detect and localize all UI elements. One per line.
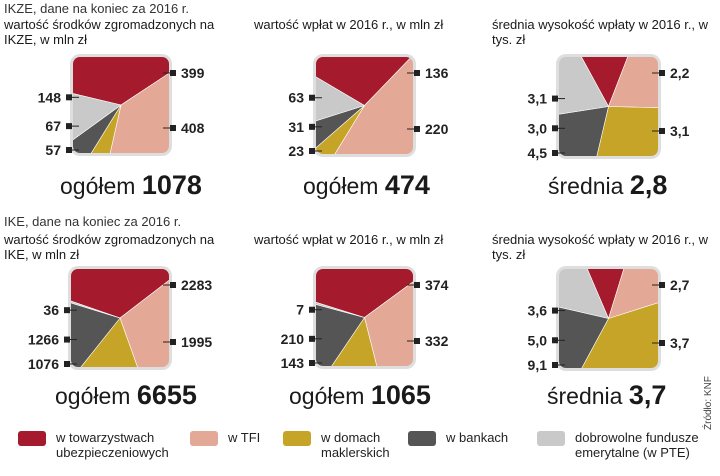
data-label: 374 [425, 277, 449, 293]
pie-slice [316, 292, 365, 366]
legend-item-towarzystwa: w towarzystwach ubezpieczeniowych [18, 430, 169, 460]
pie-slice [71, 285, 121, 319]
data-label: 136 [425, 65, 449, 81]
data-label: 5,0 [528, 332, 548, 348]
data-label: 399 [181, 65, 205, 81]
pie-slice [585, 106, 658, 156]
data-label: 67 [45, 118, 61, 134]
legend-swatch [190, 431, 218, 446]
pie-slice [316, 288, 365, 318]
data-label: 57 [45, 142, 61, 158]
chart-6-title: średnia wysokość wpłaty w 2016 r., w tys… [492, 232, 709, 262]
pie-slice [316, 316, 389, 366]
pie-chart-6: 2,7 3,7 9,1 5,0 3,6 [528, 266, 690, 373]
pie-slice [559, 295, 609, 368]
legend-swatch [408, 431, 436, 446]
pie-slice [561, 288, 658, 368]
pie-slice [73, 82, 122, 153]
data-label: 2283 [181, 277, 212, 293]
pie-slice [364, 269, 413, 366]
legend-item-maklerskie: w domach maklerskich [283, 430, 390, 460]
data-label: 3,6 [528, 303, 548, 319]
data-label: 210 [281, 331, 305, 347]
data-label: 332 [425, 333, 449, 349]
data-label: 3,1 [670, 123, 690, 139]
data-label: 408 [181, 120, 205, 136]
pie-slice [316, 105, 365, 154]
pie-slice [559, 269, 610, 319]
pie-chart-2: 136 220 23 31 63 [288, 54, 449, 159]
legend-swatch [18, 431, 46, 446]
pie-slice [73, 104, 122, 153]
legend-label: w towarzystwach ubezpieczeniowych [56, 430, 169, 460]
chart-1-total: ogółem 1078 [60, 170, 202, 200]
data-label: 4,5 [528, 145, 548, 161]
pie-chart-4: 2283 1995 1076 1266 36 [28, 266, 212, 372]
data-label: 23 [288, 143, 304, 159]
data-label: 63 [288, 90, 304, 106]
legend-label: w bankach [446, 430, 509, 445]
data-label: 143 [281, 355, 305, 371]
chart-1-title: wartość środków zgromadzonych na IKZE, w… [4, 17, 215, 47]
pie-slice [71, 269, 169, 319]
legend-swatch [537, 431, 565, 446]
data-label: 1266 [28, 332, 59, 348]
legend-item-tfi: w TFI [190, 430, 260, 446]
source-note: Źródło: KNF [703, 376, 714, 430]
data-label: 1995 [181, 334, 212, 350]
data-label: 3,0 [528, 120, 548, 136]
section-ikze-label: IKZE, dane na koniec za 2016 r. [4, 1, 190, 16]
legend-label: dobrowolne fundusze emerytalne (w PTE) [575, 430, 699, 460]
pie-slice [73, 104, 122, 153]
data-label: 220 [425, 121, 449, 137]
pie-slice [316, 105, 365, 154]
pie-slice [608, 269, 658, 319]
pie-slice [559, 57, 609, 123]
chart-4-title: wartość środków zgromadzonych na IKE, w … [4, 232, 215, 262]
legend-swatch [283, 431, 311, 446]
data-label: 9,1 [528, 357, 548, 373]
chart-5-total: ogółem 1065 [289, 380, 431, 410]
pie-slice [73, 57, 169, 106]
pie-slice [99, 57, 169, 153]
pie-chart-3: 2,2 3,1 4,5 3,0 3,1 [528, 54, 690, 161]
pie-slice [316, 57, 413, 106]
legend-item-ptw: dobrowolne fundusze emerytalne (w PTE) [537, 430, 699, 460]
chart-3-title: średnia wysokość wpłaty w 2016 r., w tys… [492, 17, 709, 47]
data-label: 7 [296, 302, 304, 318]
pie-chart-1: 399 408 57 67 148 [38, 54, 205, 158]
chart-5-title: wartość wpłat w 2016 r., w mln zł [254, 232, 444, 247]
data-label: 3,7 [670, 335, 690, 351]
pie-slice [560, 57, 645, 108]
legend-label: w domach maklerskich [321, 430, 390, 460]
pie-slice [71, 288, 121, 367]
chart-2-total: ogółem 474 [303, 170, 430, 200]
pie-slice [316, 57, 413, 154]
chart-2-title: wartość wpłat w 2016 r., w mln zł [254, 17, 444, 32]
pie-slice [316, 57, 366, 135]
pie-chart-5: 374 332 143 210 7 [281, 266, 449, 371]
data-label: 1076 [28, 356, 59, 372]
data-label: 2,2 [670, 65, 690, 81]
data-label: 148 [38, 89, 62, 105]
chart-4-total: ogółem 6655 [55, 380, 197, 410]
legend-label: w TFI [228, 430, 261, 445]
pie-slice [316, 269, 413, 318]
pie-slice [569, 269, 639, 320]
data-label: 2,7 [670, 277, 690, 293]
data-label: 31 [288, 119, 304, 135]
chart-6-total: średnia 3,7 [547, 380, 667, 410]
section-ike-label: IKE, dane na koniec za 2016 r. [4, 214, 182, 229]
pie-slice [71, 317, 154, 367]
chart-3-total: średnia 2,8 [548, 170, 668, 200]
data-label: 3,1 [528, 91, 548, 107]
data-label: 36 [43, 302, 59, 318]
legend-item-banki: w bankach [408, 430, 508, 446]
